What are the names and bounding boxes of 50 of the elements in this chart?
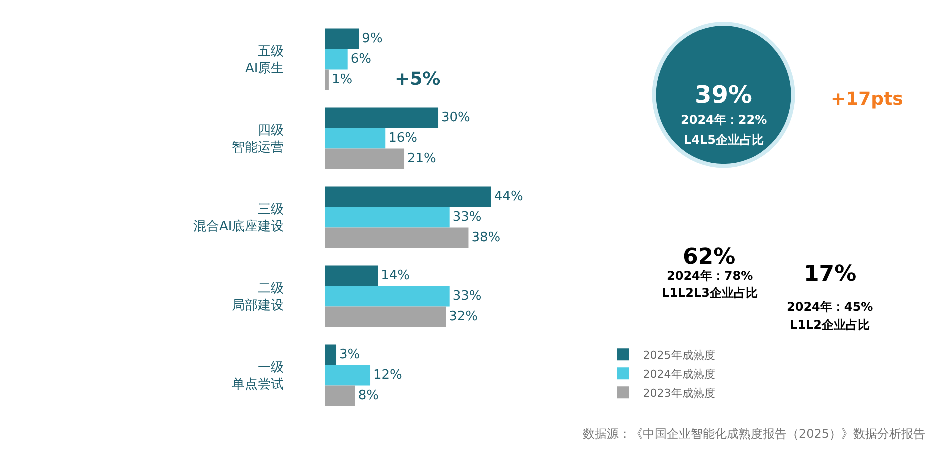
bar	[325, 70, 329, 90]
bar	[325, 128, 386, 149]
bar	[325, 207, 450, 228]
y-tick-label: 一级单点尝试	[232, 360, 284, 392]
text: 17%	[804, 262, 857, 287]
text: L1L2企业占比	[790, 318, 870, 332]
data-label: 33%	[452, 210, 482, 225]
y-tick-label: 二级局部建设	[232, 282, 284, 314]
bar	[325, 266, 378, 286]
text: 数据源：《中国企业智能化成熟度报告（2025）》数据分析报告	[583, 427, 926, 441]
bar	[325, 148, 405, 170]
data-label: 21%	[408, 152, 436, 167]
data-label: 6%	[350, 52, 372, 67]
data-label: 33%	[452, 289, 482, 304]
data-label: 16%	[388, 131, 418, 146]
text: L1L2L3企业占比	[662, 286, 758, 300]
bar	[325, 286, 450, 307]
y-tick-label: 三级混合AI底座建设	[193, 202, 284, 234]
legend-label: 2023年成熟度	[643, 386, 716, 400]
data-label: 3%	[340, 347, 360, 362]
data-label: 14%	[381, 268, 410, 284]
text: 2024年：22%	[681, 113, 768, 127]
text: L4L5企业占比	[684, 133, 764, 147]
data-label: 38%	[472, 230, 501, 246]
data-label: 32%	[449, 310, 478, 325]
text: 39%	[695, 81, 752, 109]
legend-label: 2024年成熟度	[643, 368, 716, 381]
y-tick-label: 五级AI原生	[245, 44, 284, 76]
bar	[325, 28, 360, 50]
data-label: 30%	[442, 110, 470, 126]
data-label: 1%	[332, 72, 353, 88]
y-tick-label: 四级智能运营	[232, 124, 284, 156]
bar	[325, 365, 371, 386]
text: +17pts	[831, 89, 904, 110]
legend-label: 2025年成熟度	[643, 348, 716, 362]
text: 2024年：78%	[667, 269, 754, 283]
data-label: 12%	[374, 368, 402, 383]
annotation: +5%	[395, 69, 441, 90]
bar	[325, 186, 492, 208]
bar	[325, 386, 356, 406]
bar	[325, 344, 337, 366]
bar	[325, 228, 469, 248]
text: 62%	[683, 245, 736, 270]
data-label: 44%	[494, 189, 524, 204]
data-label: 9%	[362, 31, 383, 46]
bar	[325, 306, 446, 328]
bar	[325, 49, 348, 70]
bar	[325, 108, 439, 128]
text: 2024年：45%	[787, 300, 874, 314]
data-label: 8%	[358, 388, 380, 404]
